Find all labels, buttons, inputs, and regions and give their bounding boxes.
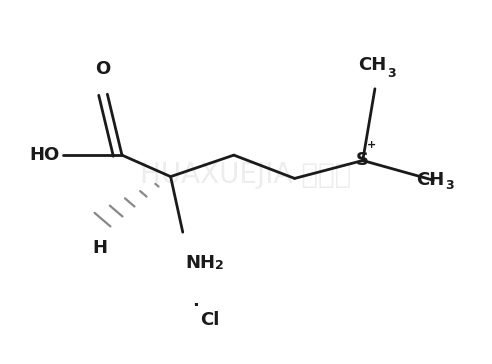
Text: NH: NH bbox=[185, 254, 215, 272]
Text: 3: 3 bbox=[387, 67, 396, 80]
Text: H: H bbox=[92, 240, 108, 257]
Text: S: S bbox=[356, 151, 369, 170]
Text: O: O bbox=[95, 60, 110, 78]
Text: 3: 3 bbox=[445, 179, 454, 192]
Text: Cl: Cl bbox=[200, 311, 219, 329]
Text: ·: · bbox=[192, 297, 199, 314]
Text: +: + bbox=[367, 141, 376, 150]
Text: 2: 2 bbox=[215, 259, 224, 272]
Text: HUAXUEJIA 化学加: HUAXUEJIA 化学加 bbox=[140, 161, 352, 189]
Text: CH: CH bbox=[358, 56, 386, 75]
Text: HO: HO bbox=[29, 146, 59, 164]
Text: CH: CH bbox=[416, 171, 444, 189]
